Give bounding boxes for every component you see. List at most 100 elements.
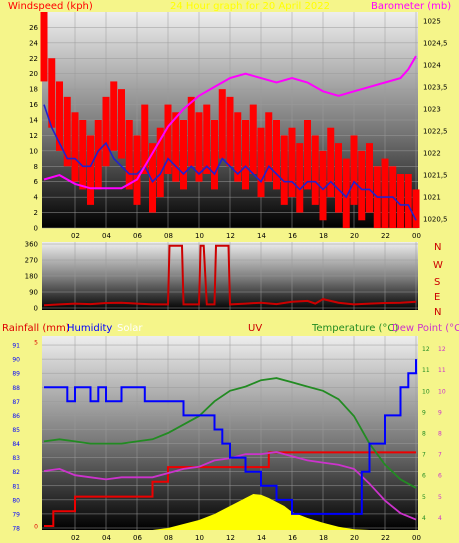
y-humidity-tick-label: 86 bbox=[12, 413, 20, 420]
y-temperature-tick-label: 10 bbox=[422, 388, 430, 395]
windspeed-bar bbox=[118, 89, 125, 159]
windspeed-bar bbox=[125, 120, 133, 190]
y-left-tick-label: 26 bbox=[29, 24, 38, 32]
windspeed-bar bbox=[87, 135, 94, 205]
y-dewpoint-tick-label: 6 bbox=[438, 473, 442, 480]
windspeed-bar bbox=[187, 96, 195, 167]
y-right-tick-label: 1020,5 bbox=[423, 216, 448, 224]
windspeed-bar bbox=[133, 135, 141, 205]
y-right-tick-label: 1022,5 bbox=[423, 128, 448, 136]
y-direction-tick-label: 360 bbox=[25, 241, 38, 249]
y-temperature-tick-label: 6 bbox=[422, 473, 426, 480]
windspeed-bar bbox=[304, 120, 311, 190]
temperature-line bbox=[43, 377, 417, 489]
y-left-tick-label: 22 bbox=[29, 55, 38, 63]
y-temperature-tick-label: 9 bbox=[422, 409, 426, 416]
y-direction-tick-label: 180 bbox=[25, 273, 38, 281]
y-dewpoint-tick-label: 5 bbox=[438, 494, 442, 501]
rainfall-axis-label: Rainfall (mm) bbox=[2, 323, 70, 334]
y-right-tick-label: 1023 bbox=[423, 105, 441, 113]
y-temperature-tick-label: 7 bbox=[422, 452, 426, 459]
y-left-tick-label: 4 bbox=[34, 194, 39, 202]
windspeed-bar bbox=[79, 120, 87, 190]
windspeed-bar bbox=[48, 58, 56, 128]
direction-panel-ticks: 0 90 180 270 360 bbox=[25, 241, 38, 313]
x-tick-label: 10 bbox=[195, 232, 204, 240]
y-temperature-tick-label: 4 bbox=[422, 515, 426, 522]
direction-label-n-bottom: N bbox=[434, 307, 441, 318]
chart-title: 24 Hour graph for 20 April 2022 bbox=[170, 1, 330, 12]
barometer-line bbox=[43, 55, 417, 190]
y-left-tick-label: 16 bbox=[29, 101, 38, 109]
x-tick-label: 20 bbox=[350, 232, 359, 240]
y-humidity-tick-label: 79 bbox=[12, 511, 20, 518]
windspeed-bar bbox=[404, 174, 412, 228]
y-dewpoint-tick-label: 11 bbox=[438, 367, 446, 374]
y-right-tick-label: 1022 bbox=[423, 150, 441, 158]
y-left-tick-label: 8 bbox=[34, 163, 38, 171]
y-humidity-tick-label: 87 bbox=[12, 399, 20, 406]
windspeed-bar bbox=[342, 158, 350, 228]
direction-panel-series bbox=[43, 244, 417, 307]
dewpoint-axis-label: Dew Point (°C) bbox=[392, 323, 459, 334]
windspeed-bar bbox=[149, 143, 156, 213]
x-tick-label: 04 bbox=[102, 534, 111, 542]
windspeed-bar bbox=[366, 143, 373, 213]
direction-label-w: W bbox=[433, 260, 443, 271]
windspeed-bar bbox=[257, 127, 265, 198]
direction-label-s: S bbox=[434, 277, 440, 288]
y-rain-tick-label: 5 bbox=[34, 340, 38, 347]
x-tick-label: 04 bbox=[102, 232, 111, 240]
x-tick-label: 10 bbox=[195, 534, 204, 542]
x-tick-label: 16 bbox=[288, 534, 297, 542]
humidity-axis-label: Humidity bbox=[67, 323, 112, 334]
x-tick-label: 20 bbox=[350, 534, 359, 542]
windspeed-bar bbox=[110, 81, 118, 151]
y-humidity-tick-label: 88 bbox=[12, 385, 20, 392]
windspeed-bar bbox=[249, 104, 257, 174]
windspeed-bar bbox=[397, 174, 404, 228]
y-humidity-tick-label: 83 bbox=[12, 455, 20, 462]
temperature-axis-label: Temperature (°C) bbox=[311, 323, 398, 334]
windspeed-axis-label: Windspeed (kph) bbox=[8, 1, 93, 12]
y-direction-tick-label: 270 bbox=[25, 257, 38, 265]
windspeed-bar bbox=[335, 143, 342, 213]
windspeed-bar bbox=[156, 127, 164, 198]
windspeed-bar bbox=[296, 143, 304, 213]
y-rain-tick-label: 0 bbox=[34, 524, 38, 531]
y-dewpoint-tick-label: 10 bbox=[438, 388, 446, 395]
windspeed-bar bbox=[56, 81, 63, 151]
y-humidity-tick-label: 91 bbox=[12, 343, 20, 350]
x-tick-label: 14 bbox=[257, 232, 266, 240]
barometer-axis-label: Barometer (mb) bbox=[371, 1, 451, 12]
y-left-tick-label: 24 bbox=[29, 39, 38, 47]
y-direction-tick-label: 90 bbox=[29, 289, 38, 297]
x-tick-label: 18 bbox=[319, 534, 328, 542]
x-tick-label: 06 bbox=[133, 534, 142, 542]
y-dewpoint-tick-label: 9 bbox=[438, 409, 442, 416]
y-humidity-tick-label: 82 bbox=[12, 469, 20, 476]
x-tick-label: 08 bbox=[164, 534, 173, 542]
y-temperature-tick-label: 5 bbox=[422, 494, 426, 501]
y-left-tick-label: 18 bbox=[29, 86, 38, 94]
windspeed-bar bbox=[242, 120, 249, 190]
windspeed-bar bbox=[234, 112, 242, 182]
y-dewpoint-tick-label: 4 bbox=[438, 515, 442, 522]
x-tick-label: 02 bbox=[71, 232, 80, 240]
x-tick-label: 16 bbox=[288, 232, 297, 240]
y-left-tick-label: 0 bbox=[34, 225, 38, 233]
windspeed-bar bbox=[327, 127, 335, 198]
temperature-panel-series bbox=[43, 359, 417, 530]
y-humidity-tick-label: 81 bbox=[12, 483, 20, 490]
windspeed-bar bbox=[265, 112, 273, 182]
y-humidity-tick-label: 90 bbox=[12, 357, 20, 364]
y-right-tick-label: 1021,5 bbox=[423, 172, 448, 180]
windspeed-bar bbox=[211, 120, 218, 190]
y-temperature-tick-label: 8 bbox=[422, 431, 426, 438]
direction-label-e: E bbox=[434, 292, 440, 303]
windspeed-bar bbox=[311, 135, 319, 205]
windspeed-bar bbox=[358, 150, 366, 221]
windspeed-bar bbox=[226, 96, 234, 167]
y-left-tick-label: 14 bbox=[29, 117, 38, 125]
